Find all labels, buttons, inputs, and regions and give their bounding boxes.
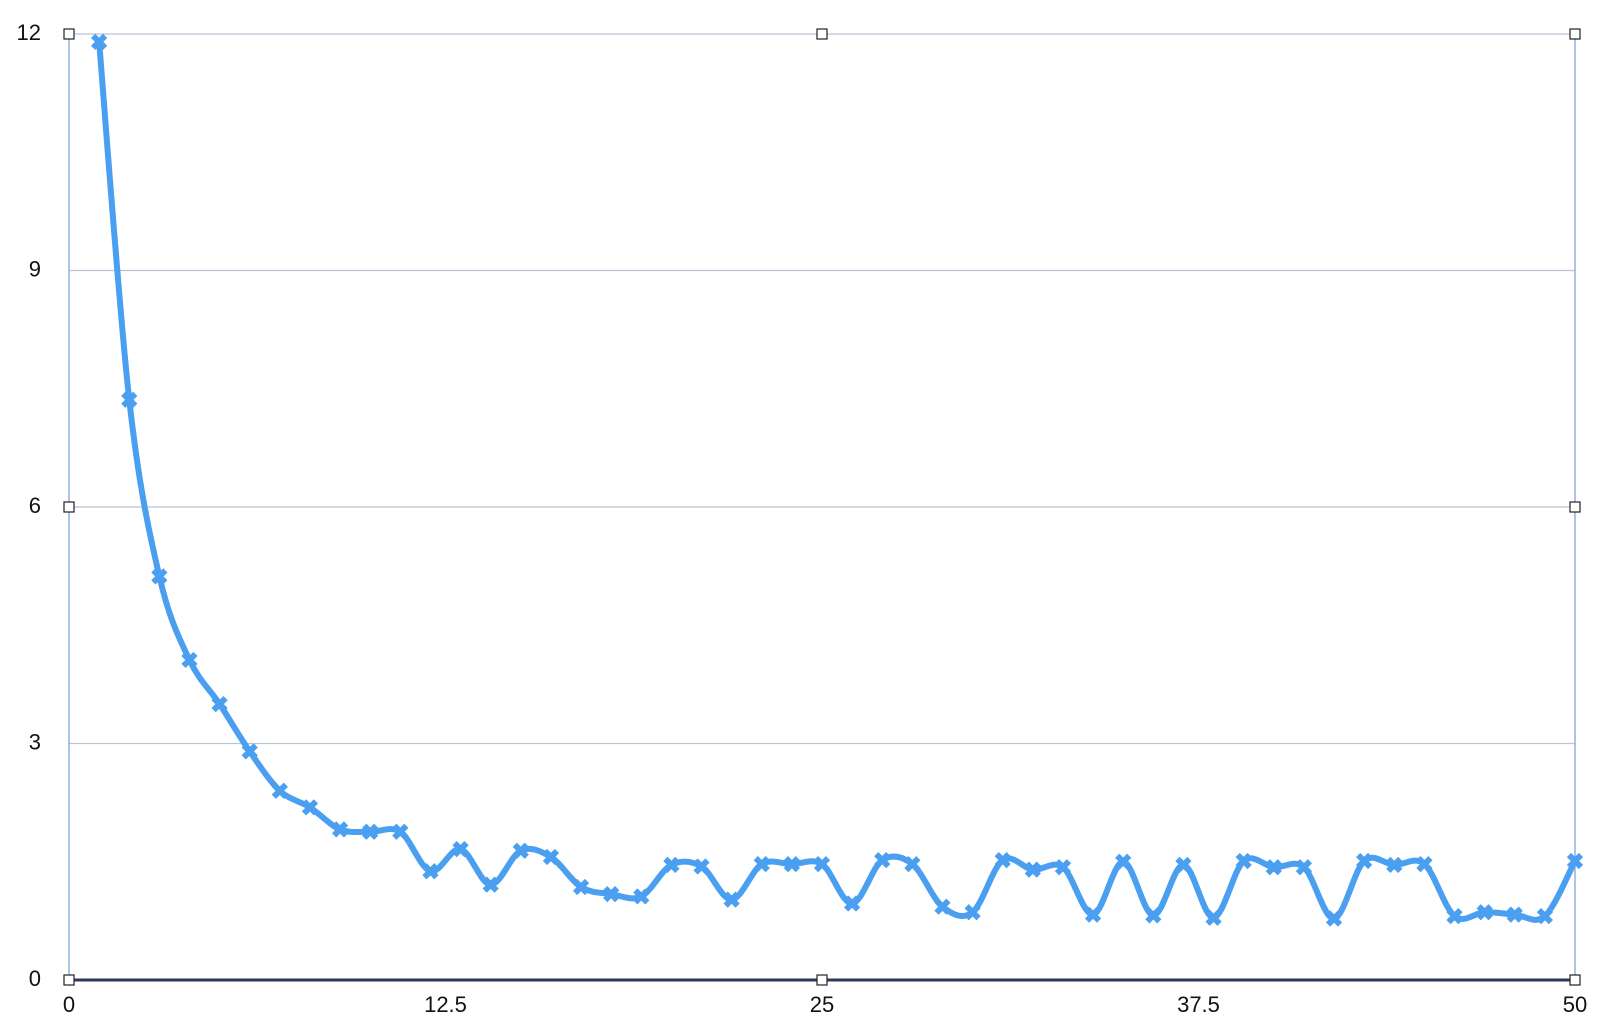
x-tick-label: 25 [810, 992, 834, 1017]
data-point [843, 895, 861, 912]
y-tick-label: 12 [17, 20, 41, 45]
selection-handle[interactable] [63, 974, 75, 986]
data-point [603, 885, 620, 903]
data-point [1175, 856, 1192, 874]
selection-handle[interactable] [1569, 974, 1581, 986]
data-point [151, 568, 168, 585]
data-point [211, 695, 228, 713]
x-tick-label: 0 [63, 992, 75, 1017]
data-point [934, 898, 951, 915]
y-tick-label: 6 [29, 493, 41, 518]
data-point [964, 904, 981, 921]
data-point [331, 821, 349, 838]
data-point [1536, 908, 1554, 925]
data-point [241, 743, 258, 760]
data-point [1566, 852, 1584, 870]
data-point [181, 651, 198, 669]
data-point [1084, 906, 1102, 923]
data-point [1235, 852, 1252, 870]
data-point [301, 799, 319, 816]
y-tick-label: 9 [29, 256, 41, 281]
data-point [482, 876, 499, 893]
data-point [572, 878, 590, 896]
selection-handle[interactable] [1569, 28, 1581, 40]
data-point [1145, 907, 1162, 924]
data-point [904, 855, 921, 873]
data-point [362, 823, 379, 840]
x-tick-label: 37.5 [1177, 992, 1220, 1017]
data-point [512, 842, 529, 859]
data-point [1295, 859, 1313, 876]
data-point [452, 841, 469, 858]
selection-handle[interactable] [816, 28, 828, 40]
data-point [1506, 906, 1523, 923]
data-point [271, 782, 288, 799]
data-point [121, 391, 138, 408]
data-point [693, 858, 710, 875]
data-line [96, 41, 1578, 923]
data-point [753, 855, 770, 873]
data-point [1024, 861, 1041, 878]
data-point [1115, 853, 1132, 870]
data-point [1446, 908, 1463, 925]
data-point [1265, 859, 1282, 876]
data-point [422, 863, 439, 880]
data-point [1054, 859, 1072, 876]
data-point [1205, 909, 1222, 926]
data-point [723, 891, 740, 908]
data-point [1356, 852, 1373, 870]
x-tick-label: 12.5 [424, 992, 467, 1017]
data-point [1416, 855, 1433, 873]
data-point [874, 852, 891, 869]
y-tick-label: 3 [29, 729, 41, 754]
selection-handle[interactable] [63, 501, 75, 513]
data-point [542, 848, 560, 866]
data-point [392, 823, 409, 840]
selection-handle[interactable] [816, 974, 828, 986]
data-point [1476, 904, 1493, 921]
data-point [1325, 910, 1343, 927]
data-point [633, 888, 650, 905]
selection-handle[interactable] [63, 28, 75, 40]
selection-handle[interactable] [1569, 501, 1581, 513]
data-point [663, 856, 680, 874]
x-tick-label: 50 [1563, 992, 1587, 1017]
data-point [813, 855, 831, 873]
data-point [994, 852, 1011, 869]
data-point [783, 855, 801, 873]
data-point [90, 33, 108, 51]
data-point [1386, 856, 1403, 874]
y-tick-label: 0 [29, 966, 41, 991]
